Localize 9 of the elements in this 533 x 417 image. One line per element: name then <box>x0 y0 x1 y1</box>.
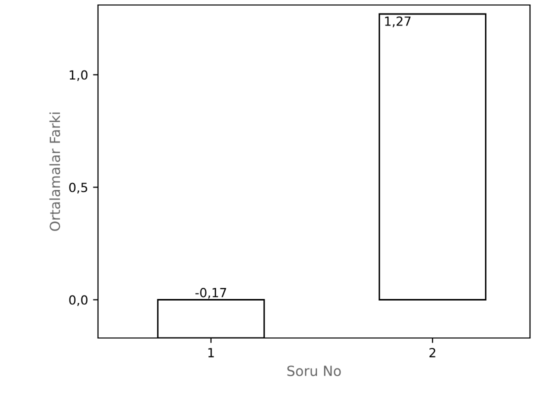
y-axis-title: Ortalamalar Farki <box>49 112 60 231</box>
y-tick-label: 0,0 <box>69 295 88 306</box>
x-tick-label: 1 <box>208 348 214 358</box>
y-tick-label: 0,5 <box>69 182 88 194</box>
data-label: 1,27 <box>385 16 411 28</box>
y-tick-label: 1,0 <box>70 70 88 81</box>
data-label: -0,17 <box>195 288 226 299</box>
x-axis-title: Soru No <box>287 366 341 376</box>
x-tick-label: 2 <box>429 348 436 358</box>
